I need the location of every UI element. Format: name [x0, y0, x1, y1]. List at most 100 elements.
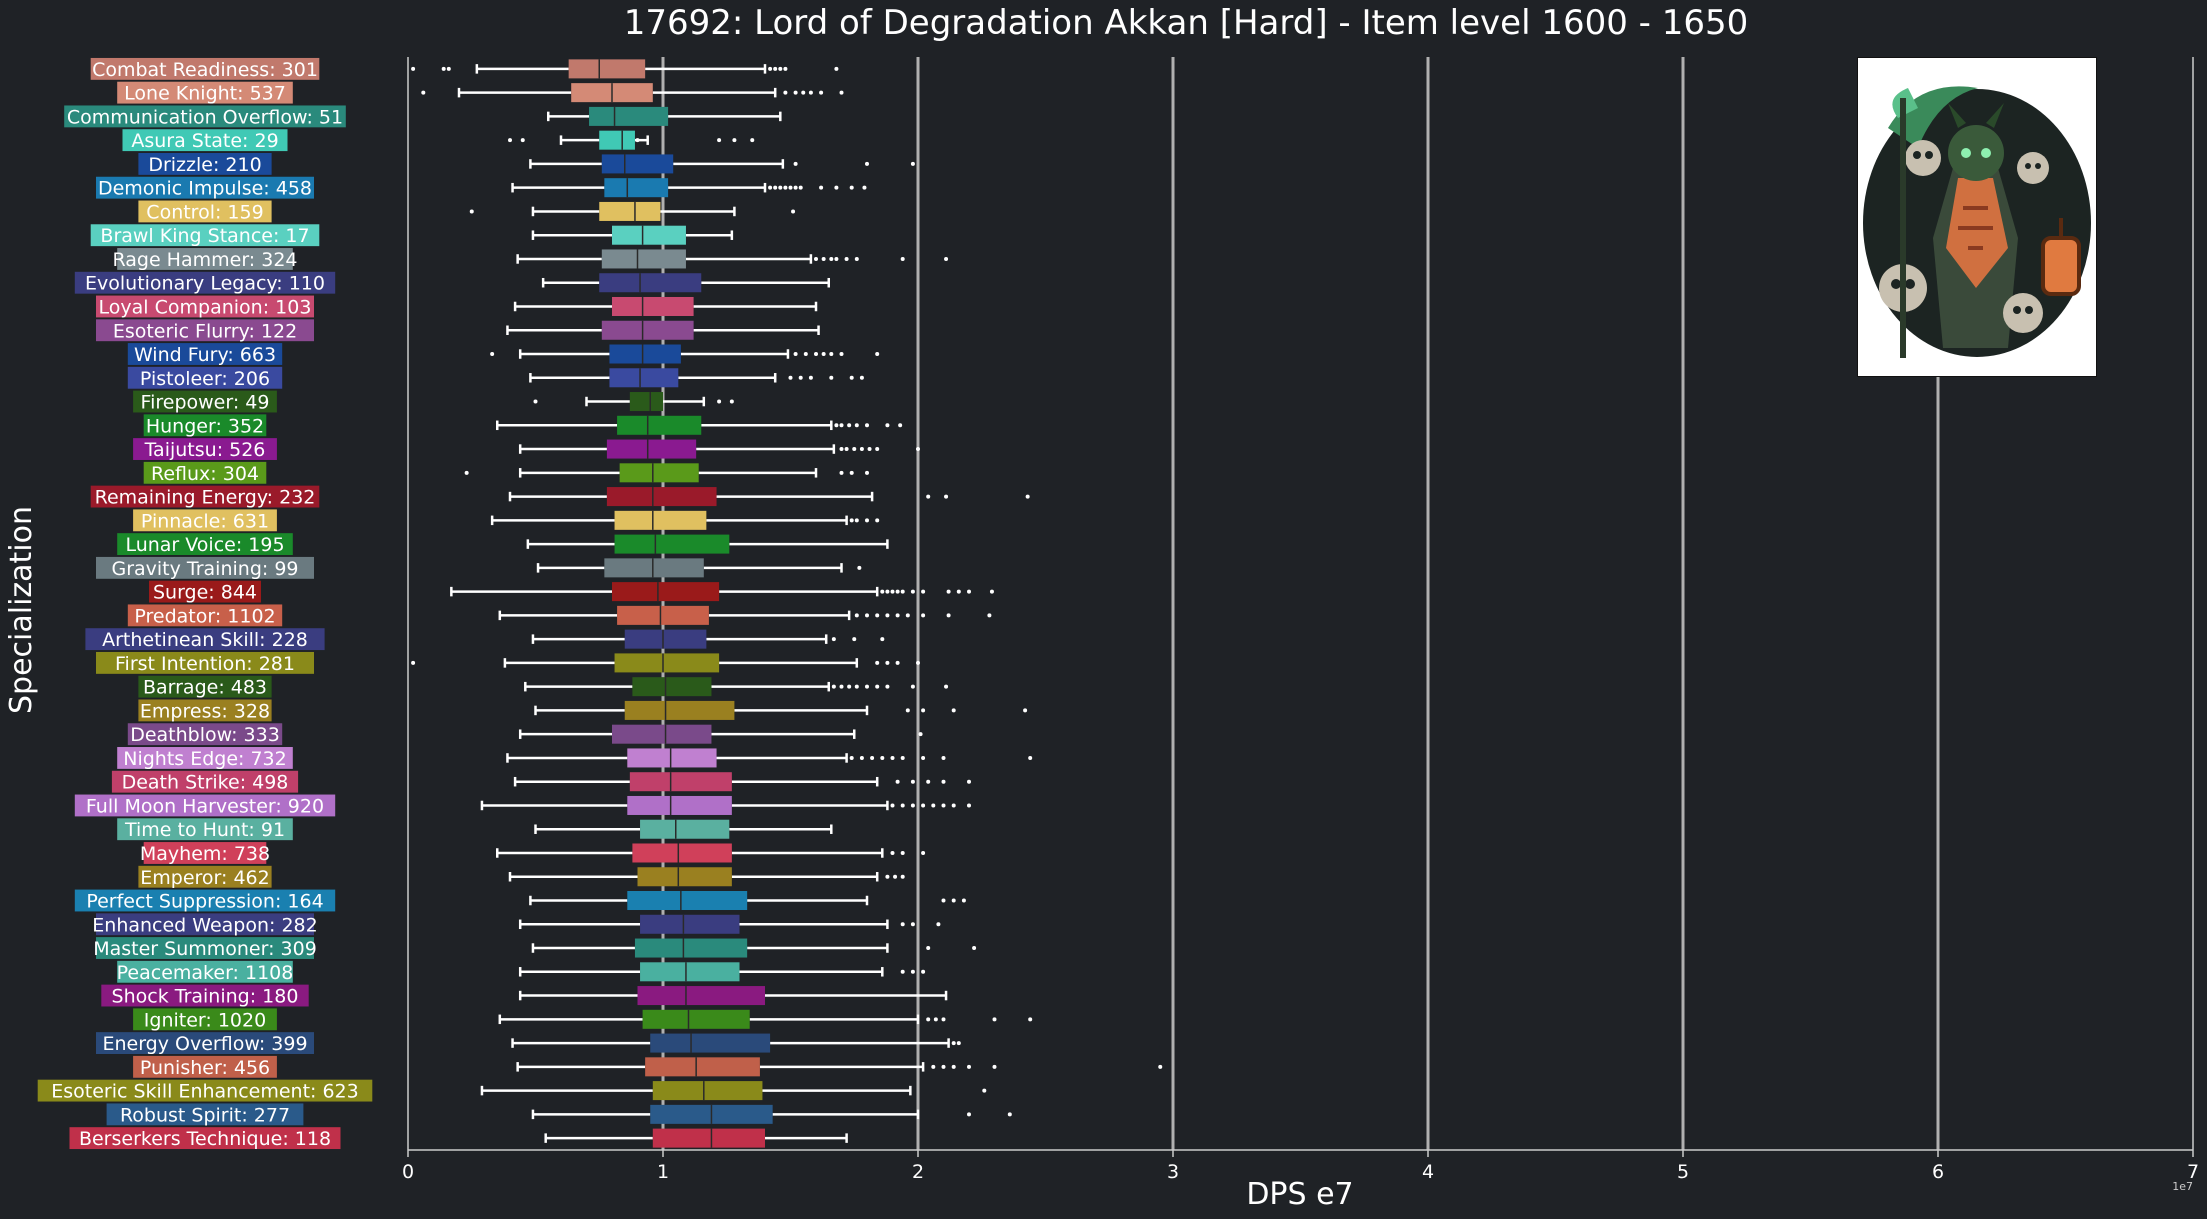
y-tick-label-41: Energy Overflow: 399 [102, 1033, 307, 1055]
outlier-27-0 [905, 708, 910, 713]
y-tick-label-5: Demonic Impulse: 458 [98, 178, 312, 200]
outlier-42-0 [931, 1064, 936, 1069]
box-15 [496, 415, 903, 435]
outlier-42-3 [967, 1064, 971, 1069]
label-bg-37 [96, 937, 314, 959]
outlier-23-5 [905, 613, 910, 618]
outlier-30-2 [926, 779, 931, 784]
outlier-12-6 [839, 352, 844, 357]
outlier-22-10 [989, 589, 994, 594]
label-bg-4 [138, 152, 272, 175]
iqr-box-23 [617, 605, 709, 625]
y-tick-label-42: Punisher: 456 [140, 1057, 270, 1079]
outlier-5-10 [862, 185, 867, 190]
y-axis-label: Specialization [4, 506, 39, 714]
outlier-29-7 [941, 755, 946, 760]
grid-lines [661, 57, 1940, 1150]
outlier-38-1 [910, 969, 915, 974]
outlier-12-5 [829, 352, 834, 357]
x-tick-label-7: 7 [2187, 1161, 2199, 1183]
label-bg-26 [138, 675, 272, 698]
y-tick-label-16: Taijutsu: 526 [144, 439, 266, 461]
label-bg-3 [122, 129, 288, 152]
outlier-31-0 [890, 803, 895, 808]
y-tick-label-27: Empress: 328 [140, 700, 270, 722]
label-bg-1 [117, 81, 293, 104]
outlier-40-4 [1028, 1017, 1033, 1022]
outlier-23-6 [921, 613, 926, 618]
outlier-43-0 [982, 1088, 987, 1093]
iqr-box-37 [634, 938, 748, 958]
y-tick-label-39: Shock Training: 180 [112, 986, 299, 1008]
outlier-27-2 [951, 708, 956, 713]
outlier-33-0 [890, 850, 895, 855]
outlier-26-7 [910, 684, 915, 689]
box-14 [533, 392, 734, 412]
label-bg-14 [133, 390, 277, 413]
outlier-42-1 [941, 1064, 946, 1069]
y-tick-label-3: Asura State: 29 [131, 130, 278, 152]
label-bg-21 [96, 556, 314, 579]
outlier-8-6 [900, 256, 905, 261]
box-35 [529, 891, 966, 911]
label-bg-40 [133, 1008, 277, 1031]
iqr-box-36 [640, 914, 740, 934]
iqr-box-14 [629, 392, 663, 412]
box-16 [518, 439, 920, 459]
box-24 [531, 629, 885, 649]
box-44 [531, 1104, 1012, 1124]
outlier-36-1 [910, 922, 915, 927]
outlier-12-1 [793, 352, 798, 357]
outlier-34-2 [900, 874, 905, 879]
outlier-26-3 [854, 684, 859, 689]
iqr-box-25 [614, 653, 720, 673]
outlier-1-3 [801, 90, 806, 95]
outlier-26-2 [847, 684, 852, 689]
y-tick-label-4: Drizzle: 210 [148, 154, 261, 176]
outlier-12-0 [490, 352, 495, 357]
outlier-0-0 [411, 66, 416, 71]
outlier-14-1 [717, 399, 722, 404]
x-scale-offset: 1e7 [2172, 1180, 2193, 1193]
outlier-31-4 [931, 803, 936, 808]
outlier-13-3 [829, 375, 834, 380]
outlier-13-2 [808, 375, 813, 380]
y-tick-label-12: Wind Fury: 663 [134, 344, 276, 366]
outlier-34-0 [885, 874, 890, 879]
y-tick-label-36: Enhanced Weapon: 282 [92, 914, 317, 936]
label-bg-34 [138, 865, 272, 888]
outlier-30-0 [895, 779, 900, 784]
outlier-22-9 [967, 589, 971, 594]
label-bg-12 [127, 343, 283, 365]
box-45 [544, 1128, 848, 1148]
iqr-box-38 [640, 962, 740, 982]
iqr-box-13 [609, 368, 679, 388]
y-tick-label-44: Robust Spirit: 277 [120, 1104, 290, 1126]
outlier-22-3 [895, 589, 900, 594]
outlier-13-1 [798, 375, 803, 380]
label-bg-17 [143, 461, 267, 484]
outlier-5-7 [819, 185, 824, 190]
outlier-25-0 [411, 660, 416, 665]
outlier-15-2 [847, 423, 852, 428]
label-bg-10 [96, 295, 314, 318]
outlier-3-3 [717, 138, 722, 143]
iqr-box-6 [599, 201, 661, 221]
box-34 [508, 867, 905, 887]
outlier-35-1 [951, 898, 956, 903]
box-1 [421, 83, 844, 103]
outlier-26-5 [875, 684, 880, 689]
box-39 [518, 986, 948, 1006]
y-tick-label-35: Perfect Suppression: 164 [86, 891, 323, 913]
box-13 [529, 368, 864, 388]
outlier-42-4 [992, 1064, 997, 1069]
outlier-16-5 [875, 447, 880, 452]
y-tick-label-8: Rage Hammer: 324 [112, 249, 297, 271]
outlier-0-7 [834, 66, 839, 71]
label-bg-42 [133, 1055, 277, 1078]
box-27 [534, 700, 1028, 720]
outlier-34-1 [893, 874, 898, 879]
outlier-28-0 [918, 732, 923, 737]
x-tick-label-5: 5 [1677, 1161, 1689, 1183]
